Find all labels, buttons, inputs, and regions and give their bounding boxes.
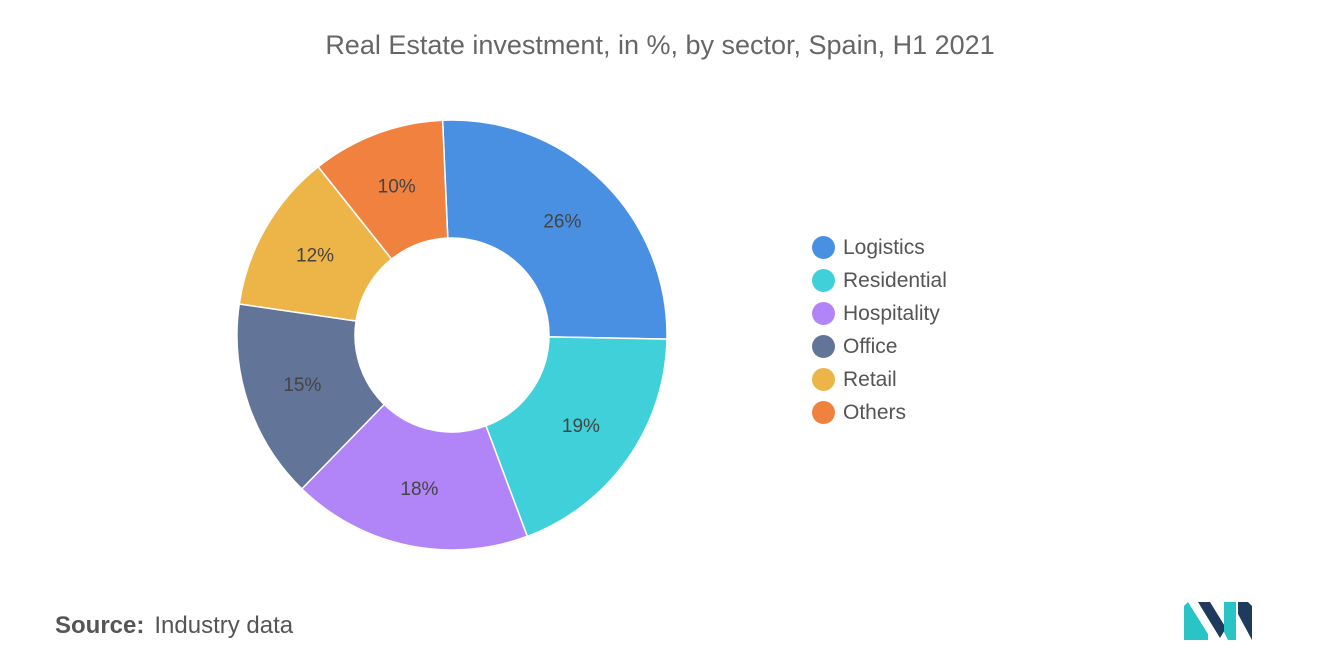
source-key: Source: <box>55 612 145 639</box>
logo-shape-4 <box>1238 602 1252 640</box>
slice-label-retail: 12% <box>296 246 334 267</box>
legend-swatch <box>812 335 835 358</box>
slice-label-hospitality: 18% <box>400 479 438 500</box>
slice-office <box>236 303 386 490</box>
legend-item-office: Office <box>812 330 947 363</box>
slice-label-logistics: 26% <box>543 211 581 232</box>
logo-shape-3 <box>1224 602 1236 640</box>
legend-item-logistics: Logistics <box>812 231 947 264</box>
legend: Logistics Residential Hospitality Office Ret… <box>812 231 947 429</box>
legend-item-hospitality: Hospitality <box>812 297 947 330</box>
legend-label: Others <box>843 400 907 424</box>
legend-item-others: Others <box>812 396 947 429</box>
legend-label: Office <box>843 334 898 358</box>
slice-others <box>317 119 449 261</box>
legend-swatch <box>812 302 835 325</box>
legend-swatch <box>812 269 835 292</box>
legend-item-residential: Residential <box>812 264 947 297</box>
slice-hospitality <box>300 403 529 551</box>
slice-label-others: 10% <box>378 177 416 198</box>
chart-title: Real Estate investment, in %, by sector,… <box>325 30 995 60</box>
logo-shape-2 <box>1198 602 1226 638</box>
legend-swatch <box>812 368 835 391</box>
source-value: Industry data <box>154 612 294 639</box>
slice-retail <box>238 165 393 322</box>
source-note: Source: Industry data <box>55 612 293 640</box>
legend-label: Retail <box>843 367 897 391</box>
slice-residential <box>485 336 668 538</box>
slice-logistics <box>441 119 668 340</box>
legend-label: Hospitality <box>843 301 940 325</box>
legend-label: Residential <box>843 268 947 292</box>
mordor-intelligence-logo-icon <box>1184 602 1252 640</box>
legend-swatch <box>812 236 835 259</box>
slice-label-office: 15% <box>283 375 321 396</box>
legend-item-retail: Retail <box>812 363 947 396</box>
legend-label: Logistics <box>843 235 925 259</box>
logo-shape-1 <box>1184 602 1208 640</box>
slice-label-residential: 19% <box>562 416 600 437</box>
legend-swatch <box>812 401 835 424</box>
